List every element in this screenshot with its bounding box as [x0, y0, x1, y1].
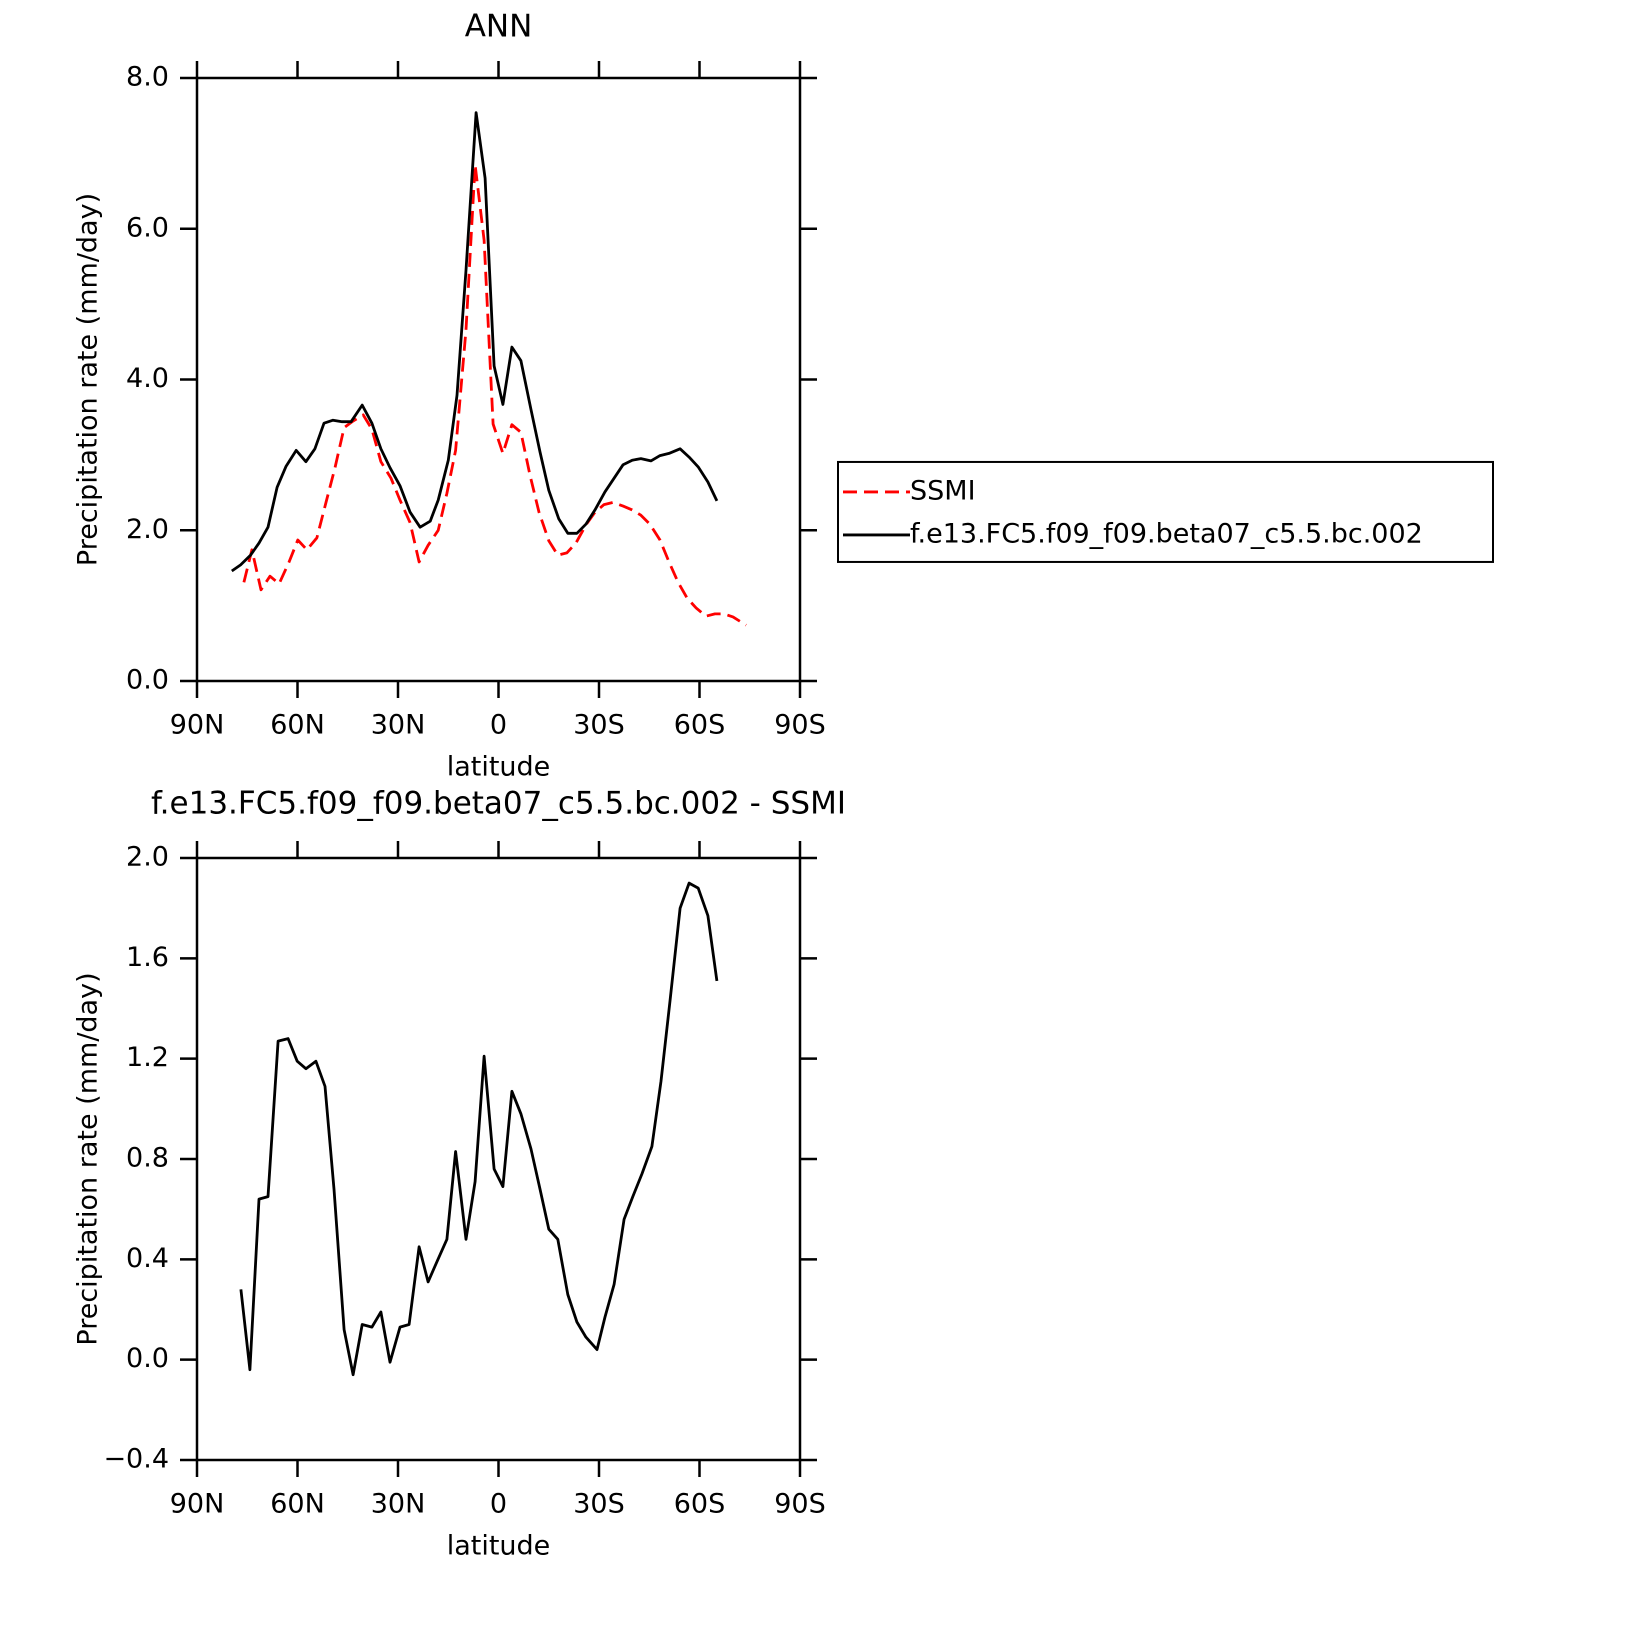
x-tick-label: 60N	[270, 1489, 325, 1520]
chart-title: ANN	[465, 9, 533, 45]
legend-box	[837, 460, 1494, 563]
x-tick-label: 30S	[573, 1489, 625, 1520]
data-line	[239, 881, 719, 1377]
data-line	[242, 163, 747, 627]
x-tick-label: 0	[490, 710, 507, 741]
y-tick-label: 8.0	[126, 62, 169, 93]
chart-title: f.e13.FC5.f09_f09.beta07_c5.5.bc.002 - S…	[151, 786, 846, 822]
x-tick-label: 30N	[371, 710, 426, 741]
y-tick-label: 1.6	[126, 942, 169, 973]
y-tick-label: 0.8	[126, 1143, 169, 1174]
y-tick-label: 4.0	[126, 363, 169, 394]
legend-label: f.e13.FC5.f09_f09.beta07_c5.5.bc.002	[910, 518, 1423, 549]
y-tick-label: 1.2	[126, 1042, 169, 1073]
x-tick-label: 90S	[774, 1489, 826, 1520]
y-tick-label: 6.0	[126, 212, 169, 243]
plot-frame	[195, 856, 802, 1462]
x-tick-label: 60S	[674, 1489, 726, 1520]
y-axis-label: Precipitation rate (mm/day)	[73, 972, 104, 1345]
legend-label: SSMI	[910, 475, 976, 506]
y-tick-label: 2.0	[126, 514, 169, 545]
x-axis-label: latitude	[447, 752, 551, 783]
y-tick-label: 2.0	[126, 842, 169, 873]
x-tick-label: 60S	[674, 710, 726, 741]
x-tick-label: 0	[490, 1489, 507, 1520]
x-tick-label: 30N	[371, 1489, 426, 1520]
x-tick-label: 30S	[573, 710, 625, 741]
y-tick-label: 0.0	[126, 665, 169, 696]
data-line	[231, 111, 719, 573]
y-tick-label: 0.0	[126, 1343, 169, 1374]
x-tick-label: 90N	[170, 710, 225, 741]
x-tick-label: 60N	[270, 710, 325, 741]
x-tick-label: 90S	[774, 710, 826, 741]
y-tick-label: −0.4	[103, 1444, 169, 1475]
y-tick-label: 0.4	[126, 1243, 169, 1274]
x-tick-label: 90N	[170, 1489, 225, 1520]
x-axis-label: latitude	[447, 1531, 551, 1562]
y-axis-label: Precipitation rate (mm/day)	[73, 193, 104, 566]
